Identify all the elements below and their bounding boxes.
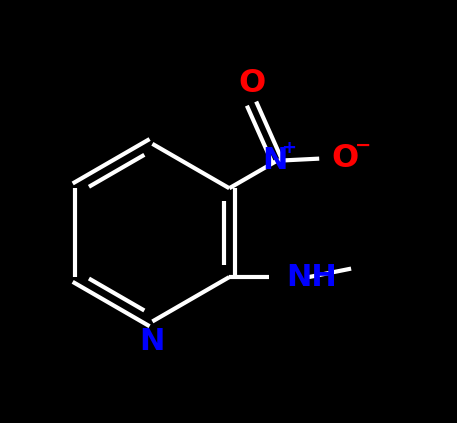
- Text: O: O: [238, 68, 265, 99]
- Text: N: N: [140, 327, 165, 356]
- Text: O: O: [331, 143, 358, 174]
- Text: +: +: [281, 139, 296, 157]
- Text: N: N: [262, 146, 287, 175]
- Text: NH: NH: [287, 263, 337, 291]
- Text: −: −: [356, 136, 372, 154]
